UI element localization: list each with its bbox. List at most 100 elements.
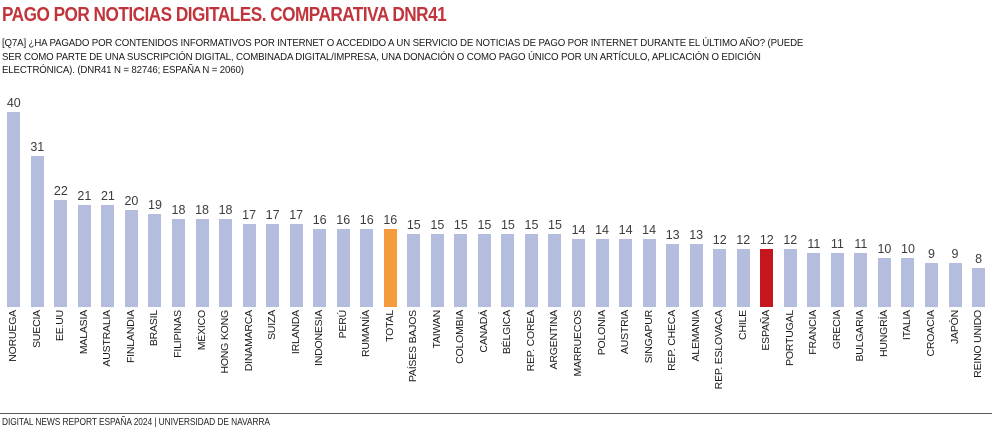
x-axis-label-cell-ee-uu: EE.UU [49,310,73,406]
bar-indonesia [313,229,327,307]
bar-column-singapur: 14 [637,223,661,307]
bar-brasil [148,214,162,307]
x-axis-label-cell-indonesia: INDONESIA [308,310,332,406]
x-axis-label-cell-colombia: COLOMBIA [449,310,473,406]
bar-value-label-filipinas: 18 [171,203,186,218]
bar-column-total: 16 [379,213,403,307]
bar-column-espana: 12 [755,232,779,307]
bar-column-suiza: 17 [261,208,285,307]
bar-chile [736,248,750,307]
bar-column-ee-uu: 22 [49,184,73,307]
bar-value-label-mexico: 18 [195,203,209,218]
bar-column-suecia: 31 [26,140,50,307]
x-axis-label-cell-hungria: HUNGRÍA [873,310,897,406]
x-axis-label-cell-croacia: CROACIA [920,310,944,406]
bar-marruecos [572,238,586,307]
x-axis-label-cell-brasil: BRASIL [143,310,167,406]
bar-value-label-finlandia: 20 [124,193,139,208]
x-axis-label-rep-corea: REP. COREA [524,310,537,372]
x-axis-label-cell-australia: AUSTRALIA [96,310,120,406]
bar-filipinas [171,219,185,307]
x-axis-label-filipinas: FILIPINAS [171,310,184,358]
x-axis-label-ee-uu: EE.UU [54,310,67,342]
bar-column-canada: 15 [473,218,497,307]
bar-portugal [783,248,797,307]
bar-grecia [830,253,844,307]
bar-column-finlandia: 20 [120,193,144,307]
bar-column-colombia: 15 [449,218,473,307]
bar-value-label-malasia: 21 [77,188,92,203]
bar-value-label-noruega: 40 [6,96,21,110]
bar-column-indonesia: 16 [308,213,332,307]
bar-column-alemania: 13 [684,228,708,307]
bar-column-brasil: 19 [143,198,167,307]
x-axis-label-cell-japon: JAPÓN [943,310,967,406]
x-axis-label-cell-canada: CANADÁ [473,310,497,406]
bar-value-label-taiwan: 15 [430,217,445,232]
bar-column-dinamarca: 17 [237,208,261,307]
bar-column-taiwan: 15 [426,218,450,307]
x-axis-label-cell-suiza: SUIZA [261,310,285,406]
bar-column-hungria: 10 [873,242,897,307]
bar-column-portugal: 12 [779,232,803,307]
x-axis-label-cell-total: TOTAL [379,310,403,406]
bar-column-japon: 9 [943,247,967,307]
x-axis-label-cell-marruecos: MARRUECOS [567,310,591,406]
bar-canada [477,233,491,307]
bar-polonia [595,238,609,307]
x-axis-label-indonesia: INDONESIA [313,310,326,366]
bar-value-label-belgica: 15 [500,217,515,232]
bar-column-rep-checa: 13 [661,228,685,307]
x-axis-label-canada: CANADÁ [477,310,490,353]
x-axis-label-portugal: PORTUGAL [783,310,796,366]
bar-value-label-francia: 11 [807,237,821,252]
bar-value-label-suecia: 31 [30,139,45,154]
bar-value-label-portugal: 12 [783,232,798,247]
bar-austria [619,238,633,307]
bar-belgica [501,233,515,307]
x-axis-label-francia: FRANCIA [807,310,820,355]
bar-finlandia [124,209,138,307]
x-axis-label-irlanda: IRLANDA [289,310,302,355]
x-axis-label-cell-finlandia: FINLANDIA [120,310,144,406]
x-axis-label-cell-argentina: ARGENTINA [543,310,567,406]
x-axis-label-cell-singapur: SINGAPUR [637,310,661,406]
x-axis-label-rumania: RUMANÍA [360,310,373,358]
bar-value-label-espana: 12 [759,232,774,247]
bar-chart: 40 31 22 21 21 20 19 18 18 18 17 17 17 16 16 16 16 15 15 15… [2,95,990,406]
x-axis-label-paises-bajos: PAÍSES BAJOS [407,310,420,383]
bar-japon [948,263,962,307]
bar-value-label-argentina: 15 [548,217,562,232]
x-axis-label-grecia: GRECIA [830,310,843,350]
bar-column-belgica: 15 [496,218,520,307]
bar-ee-uu [54,199,68,307]
x-axis-label-bulgaria: BULGARIA [854,310,867,362]
bar-mexico [195,219,209,307]
x-axis-label-cell-mexico: MÉXICO [190,310,214,406]
x-axis-label-italia: ITALIA [901,310,914,341]
bar-column-hong-kong: 18 [214,203,238,307]
bar-value-label-marruecos: 14 [571,222,586,237]
x-axis-label-alemania: ALEMANIA [689,310,702,362]
bar-value-label-ee-uu: 22 [53,183,68,198]
bar-colombia [454,233,468,307]
x-axis-label-singapur: SINGAPUR [642,310,655,364]
bar-column-bulgaria: 11 [849,237,873,307]
bar-noruega [7,112,21,307]
x-axis-label-austria: AUSTRIA [619,310,632,355]
x-axis-label-japon: JAPÓN [948,310,961,345]
bar-column-austria: 14 [614,223,638,307]
bar-singapur [642,238,656,307]
x-axis-label-cell-dinamarca: DINAMARCA [237,310,261,406]
bar-value-label-bulgaria: 11 [854,237,868,252]
bar-value-label-brasil: 19 [148,198,162,213]
bar-column-mexico: 18 [190,203,214,307]
x-axis-label-cell-espana: ESPAÑA [755,310,779,406]
x-axis-label-cell-austria: AUSTRIA [614,310,638,406]
x-axis-label-belgica: BÉLGICA [501,310,514,355]
x-axis-label-cell-reino-unido: REINO UNIDO [967,310,991,406]
x-axis-label-rep-eslovaca: REP. ESLOVACA [713,310,726,390]
x-axis-label-cell-filipinas: FILIPINAS [167,310,191,406]
chart-plot-area: 40 31 22 21 21 20 19 18 18 18 17 17 17 16 16 16 16 15 15 15… [2,95,990,307]
